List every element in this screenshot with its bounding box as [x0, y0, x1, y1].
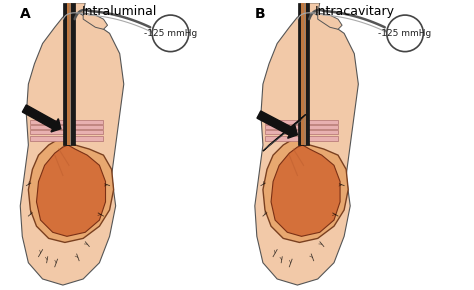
Text: Intraluminal: Intraluminal	[82, 5, 157, 18]
Polygon shape	[30, 125, 103, 129]
Polygon shape	[265, 120, 338, 124]
Polygon shape	[264, 119, 303, 150]
Text: -125 mmHg: -125 mmHg	[378, 29, 432, 38]
Text: -125 mmHg: -125 mmHg	[144, 29, 197, 38]
Polygon shape	[36, 145, 106, 236]
Polygon shape	[263, 137, 348, 242]
Polygon shape	[298, 3, 309, 145]
FancyArrow shape	[22, 105, 61, 132]
Polygon shape	[301, 3, 306, 145]
Polygon shape	[263, 115, 306, 151]
Polygon shape	[28, 137, 114, 242]
Text: B: B	[255, 7, 265, 21]
Polygon shape	[318, 13, 342, 29]
Polygon shape	[67, 3, 71, 145]
Polygon shape	[30, 120, 103, 124]
Polygon shape	[306, 3, 320, 13]
Text: A: A	[20, 7, 31, 21]
Polygon shape	[255, 13, 358, 285]
FancyArrow shape	[257, 111, 298, 138]
Polygon shape	[30, 130, 103, 135]
Polygon shape	[271, 145, 340, 236]
Polygon shape	[83, 13, 108, 29]
Polygon shape	[30, 136, 103, 141]
Polygon shape	[265, 130, 338, 135]
Polygon shape	[20, 13, 124, 285]
Text: Intracavitary: Intracavitary	[314, 5, 394, 18]
Circle shape	[387, 15, 423, 52]
Polygon shape	[265, 125, 338, 129]
Circle shape	[152, 15, 189, 52]
Polygon shape	[265, 136, 338, 141]
Polygon shape	[71, 3, 85, 13]
Polygon shape	[64, 3, 74, 145]
